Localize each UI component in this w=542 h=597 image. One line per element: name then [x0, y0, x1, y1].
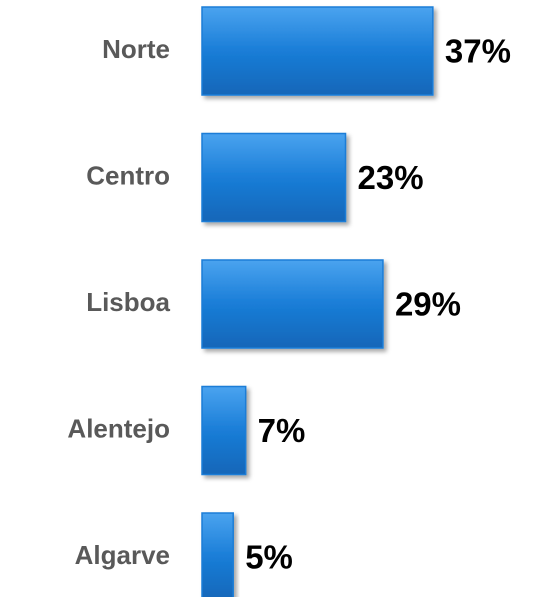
category-label: Centro	[86, 160, 170, 190]
category-label: Algarve	[75, 540, 170, 570]
bar	[201, 259, 384, 349]
category-label: Alentejo	[67, 413, 170, 443]
bar	[201, 512, 234, 597]
value-label: 37%	[445, 33, 511, 70]
category-label: Norte	[102, 34, 170, 64]
bar	[201, 6, 434, 96]
value-label: 5%	[245, 539, 293, 576]
value-label: 29%	[395, 286, 461, 323]
bar	[201, 385, 247, 476]
category-label: Lisboa	[86, 287, 170, 317]
value-label: 7%	[258, 412, 306, 449]
bar	[201, 132, 347, 223]
value-label: 23%	[358, 159, 424, 196]
